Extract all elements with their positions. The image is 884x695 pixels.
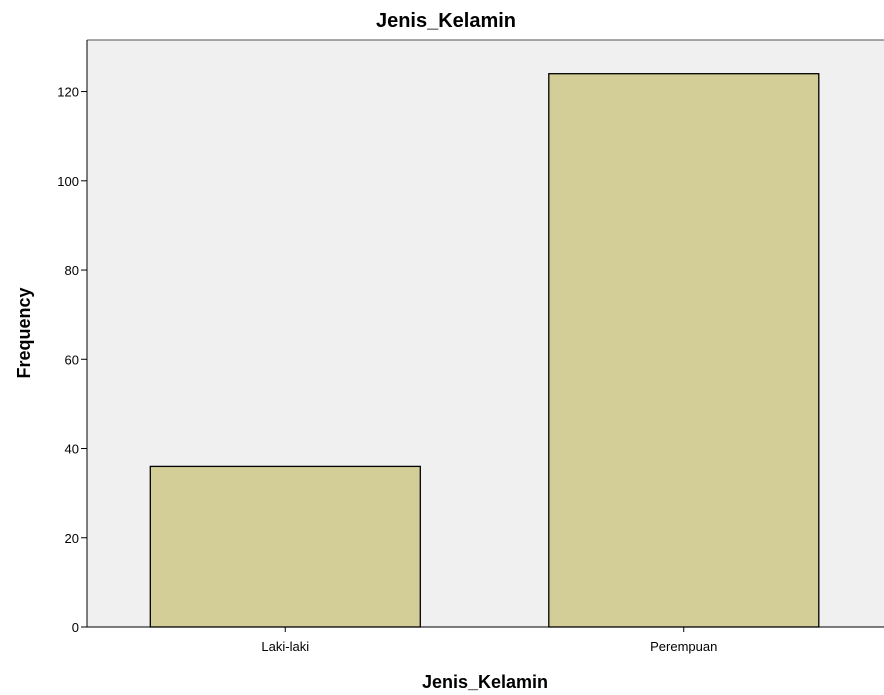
x-tick-label: Laki-laki xyxy=(261,639,309,654)
bar-laki-laki xyxy=(149,465,421,628)
x-axis-ticks: Laki-laki Perempuan xyxy=(261,627,717,654)
x-axis-title: Jenis_Kelamin xyxy=(422,672,548,692)
y-axis-title: Frequency xyxy=(14,287,34,378)
y-tick-label: 40 xyxy=(65,442,79,457)
y-tick-label: 80 xyxy=(65,263,79,278)
chart-title: Jenis_Kelamin xyxy=(376,10,516,32)
x-tick-label: Perempuan xyxy=(650,639,717,654)
y-tick-label: 20 xyxy=(65,531,79,546)
y-tick-label: 0 xyxy=(72,620,79,635)
y-tick-label: 60 xyxy=(65,352,79,367)
bar-perempuan xyxy=(548,73,820,628)
y-axis-ticks: 0 20 40 60 80 100 120 xyxy=(57,85,87,635)
y-tick-label: 100 xyxy=(57,174,79,189)
y-tick-label: 120 xyxy=(57,85,79,100)
